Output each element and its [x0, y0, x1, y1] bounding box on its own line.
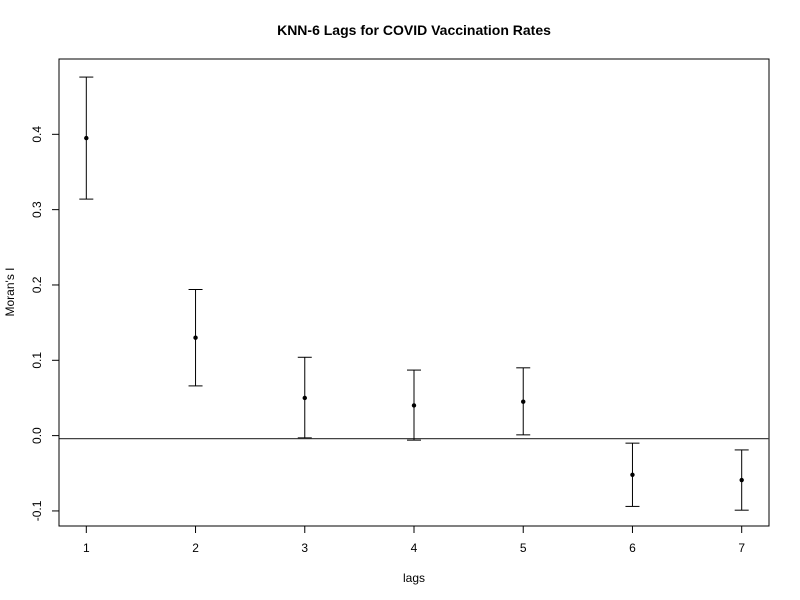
y-tick-label-3: 0.2	[30, 276, 44, 293]
data-point-lag-4	[411, 403, 417, 408]
x-tick-label-5: 5	[520, 541, 527, 555]
x-tick-label-4: 4	[411, 541, 418, 555]
data-point-lag-2	[193, 335, 198, 340]
error-bars	[79, 76, 749, 511]
x-tick-label-1: 1	[83, 541, 90, 555]
x-tick-label-7: 7	[738, 541, 745, 555]
plot-frame	[58, 58, 770, 527]
y-tick-label-4: 0.3	[30, 201, 44, 218]
x-axis: 1 2 3 4 5 6 7	[83, 525, 745, 555]
x-axis-label: lags	[403, 571, 425, 585]
data-point-lag-1	[84, 135, 89, 141]
data-point-lag-5	[521, 399, 526, 404]
data-point-lag-7	[739, 477, 744, 483]
x-tick-label-3: 3	[301, 541, 308, 555]
y-axis-label: Moran's I	[3, 268, 17, 317]
data-points	[84, 135, 744, 483]
chart-title: KNN-6 Lags for COVID Vaccination Rates	[277, 22, 551, 38]
y-tick-label-2: 0.1	[30, 352, 44, 369]
y-tick-label-1: 0.0	[30, 427, 44, 444]
y-axis: -0.1 0.0 0.1 0.2 0.3 0.4	[30, 126, 60, 521]
y-tick-label-5: 0.4	[30, 126, 44, 143]
data-point-lag-3	[302, 395, 307, 401]
x-tick-label-2: 2	[192, 541, 199, 555]
data-point-lag-6	[630, 472, 635, 477]
x-tick-label-6: 6	[629, 541, 636, 555]
y-tick-label-0: -0.1	[30, 500, 44, 521]
